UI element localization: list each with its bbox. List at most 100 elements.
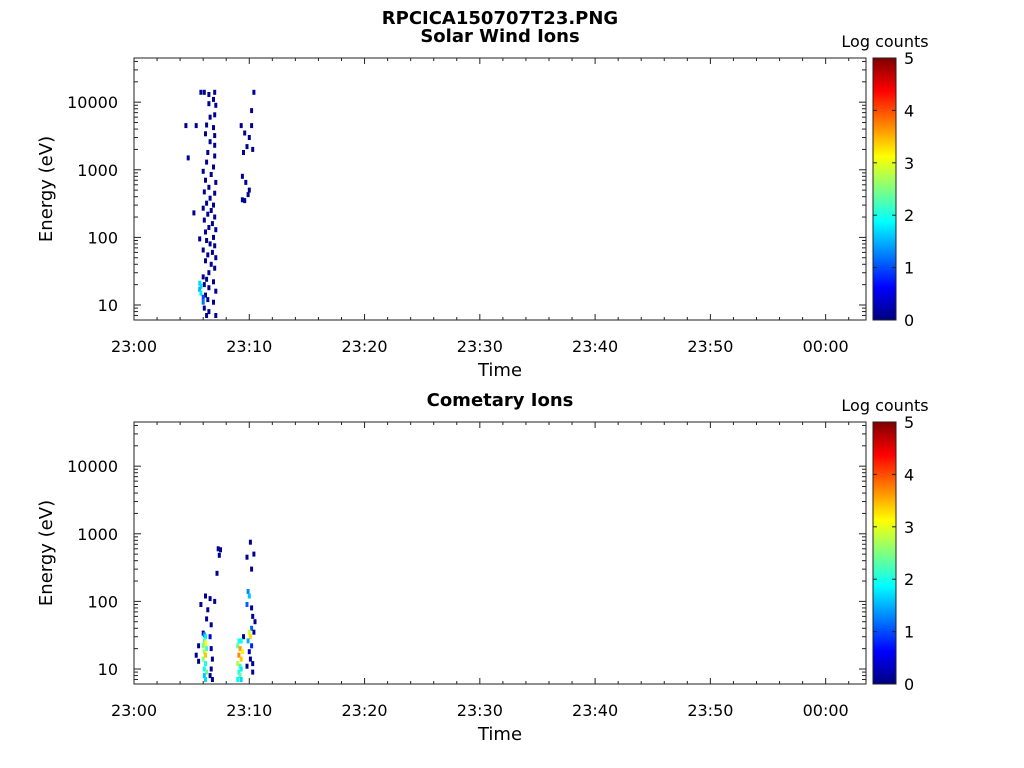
data-cell [213,142,217,148]
data-cell [240,649,244,655]
data-cell [250,108,254,114]
data-cell [238,663,242,669]
data-cell [206,297,210,303]
data-cell [239,666,243,672]
data-cell [198,286,202,292]
data-cell [208,241,212,247]
data-cell [236,643,240,649]
x-tick-label: 23:20 [341,701,387,720]
data-cell [214,255,218,261]
data-cell [252,89,256,95]
data-cell [204,661,207,667]
data-cell [204,652,207,658]
data-cell [252,551,256,557]
y-tick-label: 10000 [67,93,118,112]
data-cell [202,189,206,195]
data-cell [212,279,215,285]
colorbar [872,57,897,321]
colorbar-tick-label: 4 [904,101,914,120]
x-tick-label: 23:00 [111,337,157,356]
data-cell [184,123,188,129]
data-cell [214,102,218,108]
data-cell [202,89,206,95]
data-cell [248,634,252,640]
data-cell [206,211,210,217]
colorbar-tick-label: 0 [904,675,914,694]
data-cell [240,173,244,179]
data-cells [184,89,256,318]
colorbar-tick-label: 1 [904,259,914,278]
y-tick-label: 1000 [77,161,118,180]
x-tick-label: 23:10 [226,701,272,720]
x-tick-label: 23:00 [111,701,157,720]
data-cell [205,159,209,165]
data-cell [239,677,243,682]
data-cell [210,677,214,682]
data-cell [214,227,218,233]
data-cell [242,150,245,155]
data-cell [194,123,198,129]
data-cell [244,179,248,185]
data-cell [207,270,211,276]
data-cell [202,282,206,288]
data-cell [209,666,213,672]
data-cell [201,656,205,662]
data-cell [210,249,214,255]
data-cell [209,208,213,213]
data-cell [201,247,205,253]
plot-frame [133,57,867,321]
data-cell [240,197,244,203]
data-cell [243,198,247,204]
data-cell [247,187,251,193]
y-tick-label: 1000 [77,525,118,544]
data-cell [201,299,205,305]
data-cell [213,243,217,249]
data-cell [213,133,217,139]
data-cell [204,593,207,599]
data-cell [205,238,209,243]
data-cell [207,309,211,315]
data-cell [246,192,250,198]
data-cell [250,605,254,611]
y-tick-label: 10 [98,296,118,315]
colorbar-tick-label: 2 [904,570,914,589]
data-cell [206,150,210,155]
data-cell [208,596,212,602]
data-cell [212,202,215,208]
data-cell [245,144,249,150]
data-cell [250,643,254,649]
data-cell [212,234,215,240]
colorbar-tick-label: 3 [904,154,914,173]
x-tick-label: 23:40 [572,701,618,720]
colorbar-tick-label: 4 [904,465,914,484]
data-cell [208,114,212,120]
data-cell [239,123,243,129]
data-cell [251,661,255,667]
plot-frame [133,421,867,685]
data-cell [242,634,245,640]
colorbar-title: Log counts [841,32,928,51]
data-cell [208,139,212,145]
data-cell [208,634,212,640]
x-tick-label: 00:00 [803,701,849,720]
data-cell [250,625,254,631]
data-cell [237,652,241,658]
colorbar [872,421,897,685]
data-cell [214,288,218,294]
data-cell [197,658,201,664]
x-tick-label: 23:20 [341,337,387,356]
data-cell [209,261,213,267]
colorbar-title: Log counts [841,396,928,415]
data-cell [204,634,207,640]
colorbar-tick-label: 5 [904,413,914,432]
data-cell [245,602,249,607]
y-tick-label: 10000 [67,457,118,476]
figure-title: RPCICA150707T23.PNG [382,8,618,29]
data-cell [202,217,206,223]
x-tick-label: 23:30 [457,337,503,356]
data-cell [199,283,203,289]
data-cell [209,172,213,177]
data-cell [247,649,251,655]
x-tick-label: 23:50 [687,337,733,356]
